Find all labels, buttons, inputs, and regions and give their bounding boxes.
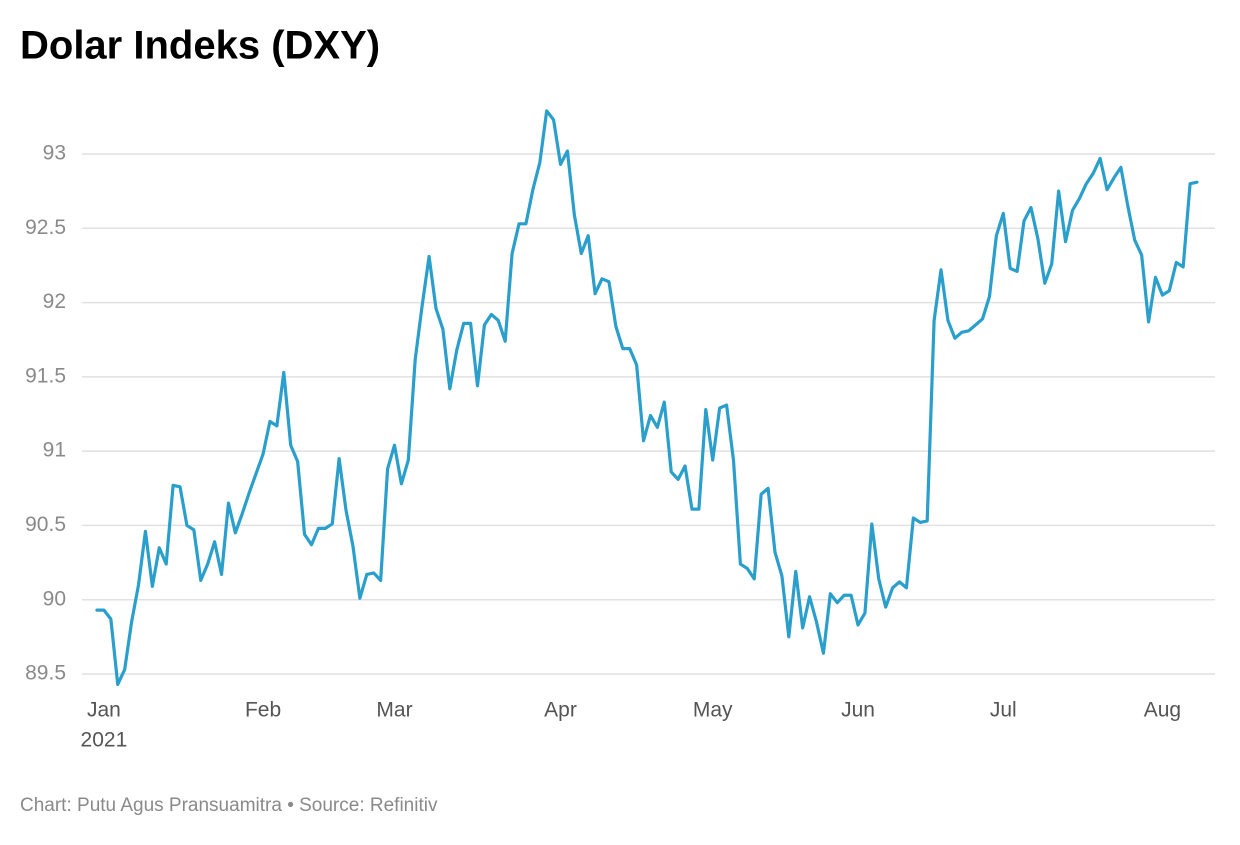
y-tick-label: 90 bbox=[43, 587, 66, 610]
y-tick-label: 92 bbox=[43, 290, 66, 313]
y-tick-label: 90.5 bbox=[25, 513, 66, 536]
data-line bbox=[95, 109, 1199, 686]
x-tick-label: Jun bbox=[841, 699, 875, 722]
y-tick-label: 91.5 bbox=[25, 364, 66, 387]
x-tick-sublabel: 2021 bbox=[81, 729, 128, 752]
x-tick-label: Jul bbox=[990, 699, 1017, 722]
x-tick-label: Aug bbox=[1144, 699, 1181, 722]
x-tick-label: Jan bbox=[87, 699, 121, 722]
x-tick-label: Mar bbox=[376, 699, 412, 722]
x-tick-label: Feb bbox=[245, 699, 281, 722]
x-tick-label: May bbox=[693, 699, 733, 722]
y-tick-label: 93 bbox=[43, 142, 66, 165]
chart-title: Dolar Indeks (DXY) bbox=[20, 24, 380, 68]
y-tick-label: 92.5 bbox=[25, 216, 66, 239]
x-tick-label: Apr bbox=[544, 699, 577, 722]
y-tick-label: 91 bbox=[43, 439, 66, 462]
y-tick-label: 89.5 bbox=[25, 662, 66, 685]
footer: Chart: Putu Agus Pransuamitra • Source: … bbox=[20, 795, 438, 816]
